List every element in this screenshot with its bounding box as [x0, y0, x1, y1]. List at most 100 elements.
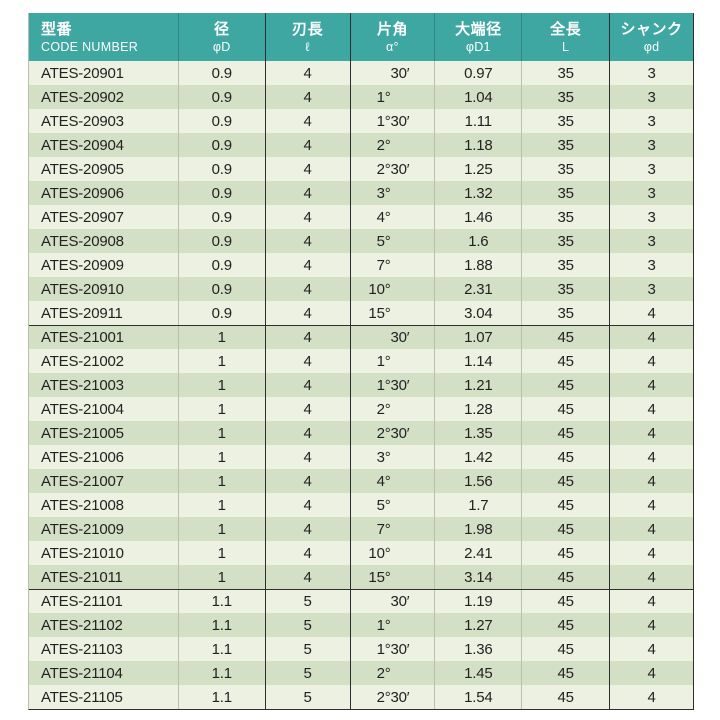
- table-row: ATES-20909 0.9 4 7° 1.88 35 3: [29, 253, 693, 277]
- half-angle-degrees: 2°: [376, 688, 391, 706]
- diameter-cell: 1: [179, 493, 266, 517]
- large-end-diameter-cell: 1.28: [435, 397, 523, 421]
- shank-diameter-cell: 3: [647, 280, 656, 298]
- diameter-cell: 0.9: [179, 85, 266, 109]
- large-end-diameter-cell: 0.97: [435, 61, 523, 85]
- code-number-cell: ATES-21005: [29, 421, 179, 445]
- table-row: ATES-20901 0.9 4 30′ 0.97 35 3: [29, 61, 693, 85]
- half-angle-degrees: 1°: [376, 616, 391, 634]
- overall-length-cell: 45: [522, 469, 611, 493]
- flute-length-cell: 4: [266, 253, 351, 277]
- half-angle-degrees: 3°: [376, 448, 391, 466]
- half-angle-minutes: 30′: [390, 593, 410, 610]
- flute-length-cell: 4: [266, 326, 351, 349]
- table-row: ATES-21006 1 4 3° 1.42 45 4: [29, 445, 693, 469]
- flute-length-cell: 4: [266, 157, 351, 181]
- shank-diameter-cell: 3: [647, 112, 656, 130]
- diameter-cell: 1.1: [179, 685, 266, 709]
- overall-length-cell: 35: [522, 109, 611, 133]
- large-end-diameter-cell: 1.25: [435, 157, 523, 181]
- flute-length-cell: 4: [266, 301, 351, 325]
- diameter-cell: 1: [179, 373, 266, 397]
- half-angle-degrees: 2°: [376, 664, 391, 682]
- header-label-sub: φd: [643, 39, 660, 54]
- header-label-sub: φD: [212, 39, 231, 54]
- flute-length-cell: 4: [266, 493, 351, 517]
- overall-length-cell: 45: [522, 565, 611, 589]
- large-end-diameter-cell: 1.36: [435, 637, 523, 661]
- half-angle-cell: 10°: [351, 541, 436, 565]
- half-angle-cell: 2°: [351, 397, 436, 421]
- flute-length-cell: 4: [266, 373, 351, 397]
- shank-diameter-cell: 3: [647, 232, 656, 250]
- half-angle-degrees: 5°: [376, 496, 391, 514]
- large-end-diameter-cell: 1.98: [435, 517, 523, 541]
- shank-diameter-cell: 3: [647, 88, 656, 106]
- half-angle-minutes: 30′: [390, 688, 410, 706]
- header-cell-overall-length: 全長 L: [522, 13, 611, 61]
- table-row: ATES-20902 0.9 4 1° 1.04 35 3: [29, 85, 693, 109]
- half-angle-degrees: 2°: [376, 136, 391, 154]
- table-row: ATES-20906 0.9 4 3° 1.32 35 3: [29, 181, 693, 205]
- flute-length-cell: 5: [266, 685, 351, 709]
- shank-diameter-cell: 3: [647, 160, 656, 178]
- code-number-cell: ATES-20904: [29, 133, 179, 157]
- shank-diameter-cell: 4: [647, 520, 656, 538]
- header-label-sub: L: [562, 39, 570, 54]
- half-angle-cell: 3°: [351, 445, 436, 469]
- half-angle-cell: 1°: [351, 349, 436, 373]
- flute-length-cell: 4: [266, 85, 351, 109]
- diameter-cell: 0.9: [179, 205, 266, 229]
- flute-length-cell: 4: [266, 205, 351, 229]
- shank-diameter-cell: 3: [647, 184, 656, 202]
- overall-length-cell: 45: [522, 349, 611, 373]
- half-angle-minutes: 30′: [390, 329, 410, 346]
- overall-length-cell: 45: [522, 661, 611, 685]
- shank-diameter-cell: 4: [647, 400, 656, 418]
- table-row: ATES-21011 1 4 15° 3.14 45 4: [29, 565, 693, 589]
- diameter-cell: 0.9: [179, 109, 266, 133]
- table-row: ATES-21003 1 4 1° 30′ 1.21 45 4: [29, 373, 693, 397]
- diameter-cell: 0.9: [179, 157, 266, 181]
- code-number-cell: ATES-21009: [29, 517, 179, 541]
- diameter-cell: 1: [179, 445, 266, 469]
- table-row: ATES-20904 0.9 4 2° 1.18 35 3: [29, 133, 693, 157]
- flute-length-cell: 4: [266, 181, 351, 205]
- code-number-cell: ATES-21010: [29, 541, 179, 565]
- header-label-sub: CODE NUMBER: [41, 39, 139, 54]
- code-number-cell: ATES-20901: [29, 61, 179, 85]
- flute-length-cell: 5: [266, 590, 351, 613]
- code-number-cell: ATES-21103: [29, 637, 179, 661]
- half-angle-cell: 30′: [351, 61, 436, 85]
- large-end-diameter-cell: 1.35: [435, 421, 523, 445]
- shank-diameter-cell: 4: [647, 448, 656, 466]
- flute-length-cell: 4: [266, 133, 351, 157]
- large-end-diameter-cell: 1.18: [435, 133, 523, 157]
- overall-length-cell: 35: [522, 229, 611, 253]
- half-angle-degrees: 15°: [368, 304, 391, 322]
- shank-diameter-cell: 4: [647, 568, 656, 586]
- shank-diameter-cell: 3: [647, 256, 656, 274]
- diameter-cell: 1: [179, 469, 266, 493]
- header-label-ja: 片角: [376, 20, 408, 38]
- overall-length-cell: 45: [522, 421, 611, 445]
- code-number-cell: ATES-21105: [29, 685, 179, 709]
- header-cell-large-end-diameter: 大端径 φD1: [435, 13, 523, 61]
- header-cell-code-number: 型番 CODE NUMBER: [29, 13, 179, 61]
- code-number-cell: ATES-21004: [29, 397, 179, 421]
- overall-length-cell: 45: [522, 517, 611, 541]
- table-row: ATES-21001 1 4 30′ 1.07 45 4: [29, 325, 693, 349]
- table-header-row: 型番 CODE NUMBER 径 φD 刃長 ℓ 片角 α° 大端径 φD1 全…: [29, 13, 693, 61]
- flute-length-cell: 5: [266, 613, 351, 637]
- half-angle-cell: 30′: [351, 590, 436, 613]
- half-angle-cell: 4°: [351, 205, 436, 229]
- shank-diameter-cell: 4: [647, 424, 656, 442]
- code-number-cell: ATES-21007: [29, 469, 179, 493]
- shank-diameter-cell: 4: [647, 352, 656, 370]
- diameter-cell: 1: [179, 421, 266, 445]
- diameter-cell: 1.1: [179, 590, 266, 613]
- half-angle-cell: 7°: [351, 253, 436, 277]
- shank-diameter-cell: 3: [647, 64, 656, 82]
- diameter-cell: 1.1: [179, 661, 266, 685]
- large-end-diameter-cell: 1.42: [435, 445, 523, 469]
